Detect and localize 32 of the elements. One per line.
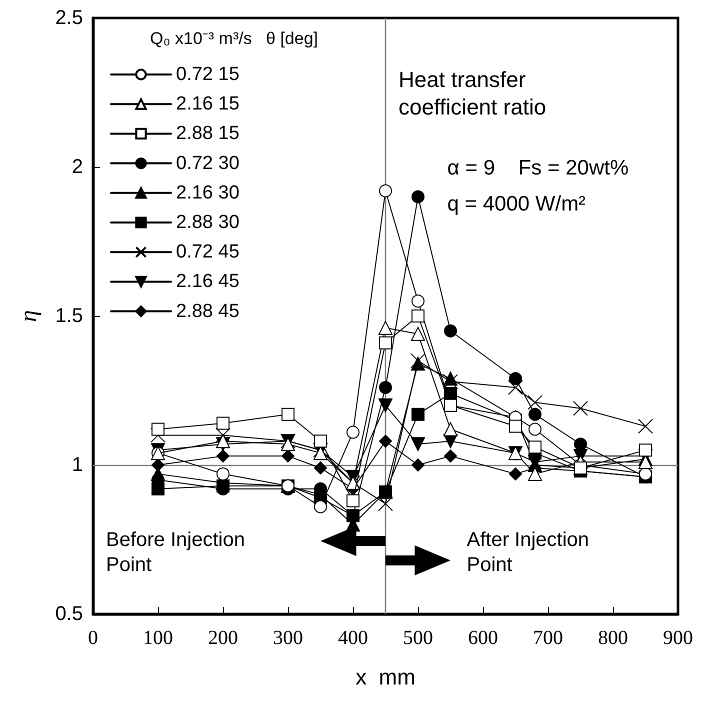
legend-label: 0.72 15 — [176, 64, 240, 85]
legend-label: 2.16 15 — [176, 94, 240, 115]
annotation: α = 9 Fs = 20wt% — [447, 156, 629, 180]
x-tick-label: 700 — [533, 627, 563, 649]
legend-label: 0.72 45 — [176, 242, 240, 263]
annotation: Before Injection Point — [106, 529, 245, 576]
legend-label: 2.88 30 — [176, 212, 240, 233]
annotation: q = 4000 W/m² — [447, 192, 586, 216]
x-axis-title: x mm — [356, 664, 416, 690]
annotation: Heat transfer coefficient ratio — [398, 66, 546, 120]
legend-label: 0.72 30 — [176, 152, 240, 174]
y-tick-label: 1.5 — [55, 305, 83, 327]
x-tick-label: 0 — [88, 627, 98, 649]
x-tick-label: 800 — [598, 627, 628, 649]
x-tick-label: 900 — [663, 627, 693, 649]
x-tick-label: 200 — [208, 627, 238, 649]
y-tick-label: 2.5 — [55, 7, 83, 29]
annotation: After Injection Point — [466, 529, 590, 576]
legend-label: 2.88 15 — [176, 123, 240, 144]
x-tick-label: 300 — [273, 627, 303, 649]
legend-label: 2.16 30 — [176, 182, 240, 204]
legend-label: 2.88 45 — [176, 300, 240, 322]
x-tick-label: 400 — [338, 627, 368, 649]
y-tick-label: 1 — [72, 454, 83, 476]
legend-title: Q₀ x10⁻³ m³/s θ [deg] — [150, 29, 318, 48]
y-tick-label: 0.5 — [55, 603, 83, 625]
y-tick-label: 2 — [72, 156, 83, 178]
y-axis-title: η — [16, 310, 42, 322]
x-tick-label: 500 — [403, 627, 433, 649]
x-tick-label: 600 — [468, 627, 498, 649]
legend-label: 2.16 45 — [176, 271, 240, 292]
x-tick-label: 100 — [143, 627, 173, 649]
